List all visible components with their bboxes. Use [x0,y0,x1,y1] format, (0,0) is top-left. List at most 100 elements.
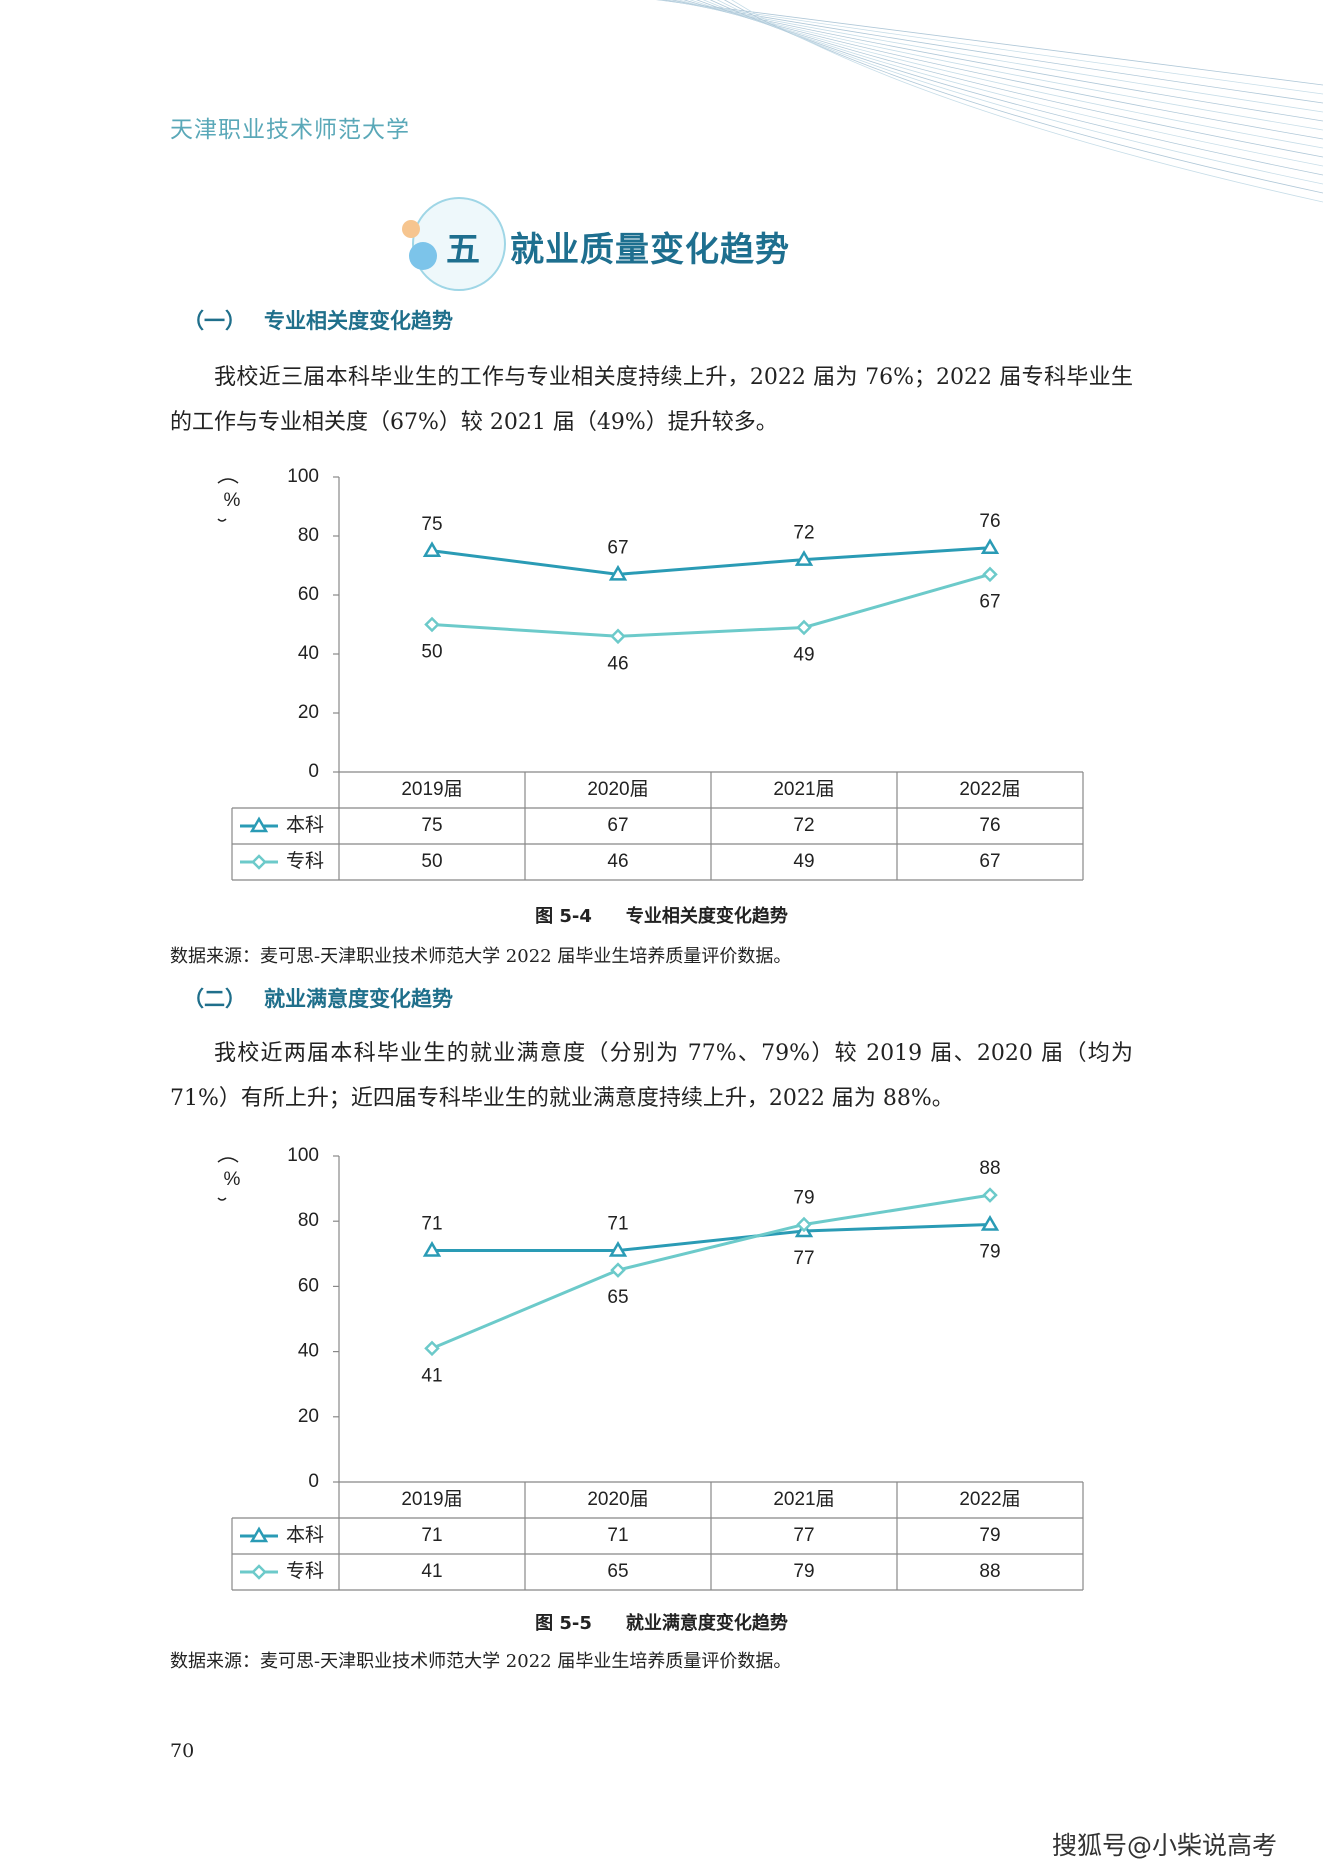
data-label: 46 [607,653,628,674]
caption-number: 图 5-4 [535,906,592,927]
y-tick-label: 0 [308,1471,319,1492]
section-title: 就业质量变化趋势 [510,230,790,270]
marker [610,1262,626,1278]
data-label: 65 [607,1287,628,1308]
marker [982,1187,998,1203]
legend-label: 专科 [286,1560,324,1582]
caption-number: 图 5-5 [535,1613,592,1634]
marker [796,1216,812,1233]
marker [980,538,1000,555]
caption: 图 5-4 专业相关度变化趋势 [0,902,1323,928]
series-line [431,546,991,576]
y-tick-label: 60 [298,1275,319,1296]
y-tick-label: 20 [298,702,319,723]
marker [424,1340,440,1357]
marker [794,550,814,566]
table-value: 71 [421,1525,442,1546]
marker [610,628,626,645]
data-label: 79 [979,1241,1000,1262]
legend-label: 本科 [286,814,324,836]
category-label: 2022届 [959,779,1020,800]
legend-label: 本科 [286,1524,324,1546]
data-label: 77 [793,1248,814,1269]
data-label: 41 [421,1365,442,1386]
badge-dot [402,220,420,238]
series-line [431,572,991,638]
marker [982,566,998,583]
wave-line [716,0,1323,185]
marker [251,854,267,870]
category-label: 2020届 [587,1489,648,1510]
badge-ring [412,197,506,291]
category-label: 2019届 [401,1489,462,1510]
page-number: 70 [170,1740,195,1762]
marker [251,1564,267,1580]
data-label: 75 [421,514,442,535]
table-value: 76 [979,815,1000,836]
subsection-heading: 就业满意度变化趋势 [264,987,453,1011]
section-number: 五 [446,230,480,270]
wave-line [709,0,1323,176]
table-value: 75 [421,815,442,836]
data-label: 71 [607,1214,628,1235]
wave-line [724,0,1323,194]
marker [249,1526,269,1543]
marker [249,816,269,833]
paragraph: 我校近三届本科毕业生的工作与专业相关度持续上升，2022 届为 76%；2022… [170,365,1133,435]
category-label: 2022届 [959,1489,1020,1510]
caption-text: 就业满意度变化趋势 [625,1613,788,1634]
source: 数据来源：麦可思-天津职业技术师范大学 2022 届毕业生培养质量评价数据。 [170,946,792,967]
category-label: 2019届 [401,779,462,800]
table-value: 79 [979,1525,1000,1546]
series-line [432,1222,991,1253]
y-tick-label: 40 [298,1341,319,1362]
table-value: 72 [793,815,814,836]
table-value: 79 [793,1561,814,1582]
table-value: 67 [607,815,628,836]
legend-label: 专科 [286,850,324,872]
bracket [217,1197,227,1201]
y-tick-label: 100 [287,466,319,487]
watermark: 搜狐号@小柴说高考 [1052,1831,1278,1860]
series-line [431,1193,991,1350]
marker [608,1241,628,1257]
marker [424,616,440,633]
marker [422,1241,442,1257]
y-tick-label: 40 [298,643,319,664]
data-label: 76 [979,511,1000,532]
table-value: 65 [607,1561,628,1582]
table-value: 46 [607,851,628,872]
subsection-number: （一） [183,309,246,333]
data-label: 49 [793,644,814,665]
bracket [217,518,227,522]
decoration [402,0,1323,291]
table-value: 50 [421,851,442,872]
y-tick-label: 0 [308,761,319,782]
y-tick-label: 80 [298,525,319,546]
caption-text: 专业相关度变化趋势 [625,906,788,927]
school-name: 天津职业技术师范大学 [170,117,410,143]
marker [608,564,628,581]
wave-line [696,0,1323,158]
data-label: 67 [979,591,1000,612]
category-label: 2021届 [773,779,834,800]
y-axis-label: % [224,490,241,511]
source: 数据来源：麦可思-天津职业技术师范大学 2022 届毕业生培养质量评价数据。 [170,1651,792,1672]
table-value: 71 [607,1525,628,1546]
wave-line [702,0,1323,167]
category-label: 2020届 [587,779,648,800]
paragraph: 我校近两届本科毕业生的就业满意度（分别为 77%、79%）较 2019 届、20… [170,1041,1133,1111]
bracket [217,1157,239,1163]
table-value: 41 [421,1561,442,1582]
y-tick-label: 80 [298,1210,319,1231]
data-label: 79 [793,1187,814,1208]
table-value: 67 [979,851,1000,872]
y-tick-label: 100 [287,1145,319,1166]
marker [422,541,442,557]
wave-line [731,0,1323,203]
subsection-number: （二） [183,987,246,1011]
badge-dot [409,242,437,270]
data-label: 71 [421,1214,442,1235]
